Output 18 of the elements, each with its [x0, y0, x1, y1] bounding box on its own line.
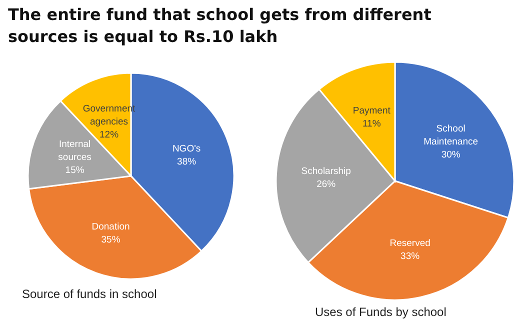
text: Uses of Funds by school: [315, 305, 446, 319]
data-label: 30%: [441, 149, 461, 160]
chart-title: The entire fund that school gets from different sources is equal to Rs.10 lakh: [8, 5, 432, 46]
data-label: 38%: [177, 156, 197, 168]
data-label: 15%: [65, 164, 85, 176]
slice-label: Scholarship: [301, 166, 351, 178]
source-note: Source of funds in school: [22, 287, 157, 301]
data-label: 11%: [362, 118, 382, 130]
slice-label: Reserved: [390, 238, 430, 249]
slice-label: Payment: [352, 106, 391, 117]
data-label: 35%: [101, 234, 121, 246]
data-label: 12%: [100, 129, 120, 140]
data-label: 33%: [400, 250, 420, 262]
slice-label: School Maintenance: [424, 123, 478, 148]
slice-label: Donation: [92, 222, 130, 233]
data-label: 26%: [316, 179, 336, 190]
slice-label: NGO's: [172, 144, 201, 155]
slice-label: Internal sources: [58, 138, 92, 163]
